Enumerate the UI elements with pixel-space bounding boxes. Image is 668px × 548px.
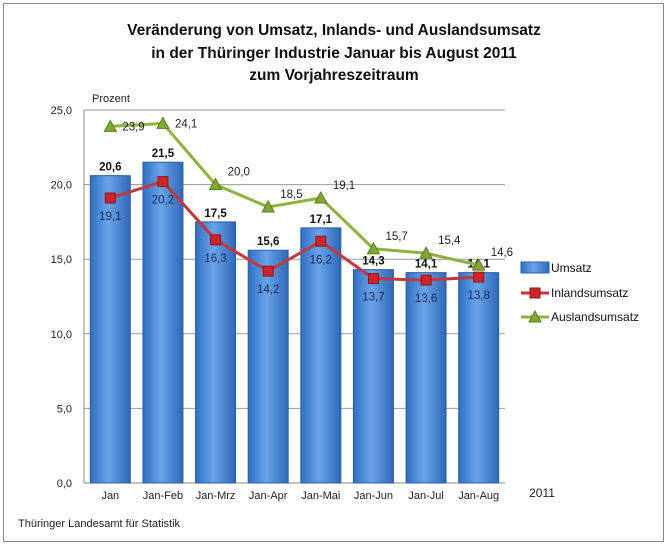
marker-inlandsumsatz <box>104 192 116 204</box>
marker-auslandsumsatz <box>366 241 381 255</box>
marker-auslandsumsatz <box>156 116 170 129</box>
x-tick-label: Jan-Mrz <box>196 490 236 502</box>
y-tick-label: 10,0 <box>51 329 72 341</box>
data-label-inlandsumsatz: 19,1 <box>99 211 121 223</box>
bar-data-label: 21,5 <box>152 148 175 160</box>
bar-umsatz <box>195 221 237 484</box>
chart-title-line-3: zum Vorjahreszeitraum <box>249 67 419 84</box>
x-tick-label: Jan-Jun <box>354 490 393 502</box>
y-tick-label: 0,0 <box>57 478 72 490</box>
line-auslandsumsatz <box>110 121 480 267</box>
chart-frame <box>3 3 664 542</box>
source-note: Thüringer Landesamt für Statistik <box>18 518 181 530</box>
bar-umsatz <box>247 249 289 484</box>
bar-data-label: 14,1 <box>415 259 438 271</box>
marker-inlandsumsatz <box>420 274 432 286</box>
marker-inlandsumsatz <box>367 273 379 285</box>
data-label-inlandsumsatz: 13,6 <box>415 293 437 305</box>
marker-inlandsumsatz <box>210 234 222 246</box>
y-tick-label: 15,0 <box>51 254 72 266</box>
bar-data-label: 15,6 <box>257 236 279 248</box>
x-note: 2011 <box>529 486 555 500</box>
data-label-auslandsumsatz: 24,1 <box>175 118 197 130</box>
marker-auslandsumsatz <box>471 258 486 271</box>
marker-inlandsumsatz <box>157 176 169 188</box>
data-label-inlandsumsatz: 20,2 <box>152 195 174 207</box>
marker-auslandsumsatz <box>313 190 328 204</box>
x-tick-label: Jan-Apr <box>249 490 288 502</box>
bar-data-label: 14,3 <box>362 256 384 268</box>
bar-umsatz <box>458 272 500 484</box>
x-tick-label: Jan-Mai <box>301 490 340 502</box>
chart-title-line-2: in der Thüringer Industrie Januar bis Au… <box>151 45 517 62</box>
bar-umsatz <box>352 269 394 484</box>
bar-umsatz <box>300 227 342 484</box>
data-label-auslandsumsatz: 18,5 <box>280 189 302 201</box>
legend-marker-auslandsumsatz <box>528 309 542 323</box>
legend-label-auslandsumsatz: Auslandsumsatz <box>551 310 639 324</box>
data-label-inlandsumsatz: 13,7 <box>362 292 384 304</box>
legend-swatch-umsatz <box>520 261 550 274</box>
legend-marker-inlandsumsatz <box>529 287 541 299</box>
data-label-inlandsumsatz: 14,2 <box>257 284 279 296</box>
marker-auslandsumsatz <box>419 246 433 259</box>
legend-label-inlandsumsatz: Inlandsumsatz <box>551 286 628 300</box>
x-tick-label: Jan-Aug <box>458 490 499 502</box>
data-label-auslandsumsatz: 15,4 <box>438 235 461 247</box>
data-label-auslandsumsatz: 14,6 <box>491 247 513 259</box>
data-label-auslandsumsatz: 20,0 <box>228 167 250 179</box>
bar-data-label: 17,5 <box>204 208 227 220</box>
x-tick-label: Jan-Jul <box>408 490 443 502</box>
y-axis-label: Prozent <box>92 93 130 105</box>
marker-inlandsumsatz <box>262 265 274 277</box>
marker-auslandsumsatz <box>261 199 276 213</box>
data-label-auslandsumsatz: 15,7 <box>385 231 407 243</box>
x-tick-label: Jan <box>101 490 119 502</box>
bar-umsatz <box>405 272 447 484</box>
marker-auslandsumsatz <box>103 119 118 132</box>
bar-umsatz <box>142 161 184 484</box>
y-tick-label: 5,0 <box>57 403 72 415</box>
y-tick-label: 25,0 <box>51 105 72 117</box>
y-tick-label: 20,0 <box>51 180 72 192</box>
data-label-inlandsumsatz: 16,3 <box>204 253 226 265</box>
marker-auslandsumsatz <box>208 177 223 191</box>
data-label-auslandsumsatz: 19,1 <box>333 180 355 192</box>
marker-inlandsumsatz <box>473 271 485 283</box>
data-label-auslandsumsatz: 23,9 <box>122 121 144 133</box>
legend-label-umsatz: Umsatz <box>551 261 592 275</box>
marker-inlandsumsatz <box>315 235 327 247</box>
bar-data-label: 20,6 <box>99 162 121 174</box>
bar-data-label: 17,1 <box>310 214 333 226</box>
line-inlandsumsatz <box>109 179 479 282</box>
data-label-inlandsumsatz: 13,8 <box>467 290 489 302</box>
data-label-inlandsumsatz: 16,2 <box>310 254 332 266</box>
chart-title-line-1: Veränderung von Umsatz, Inlands- und Aus… <box>127 22 541 39</box>
x-tick-label: Jan-Feb <box>143 490 183 502</box>
bar-umsatz <box>89 175 131 484</box>
